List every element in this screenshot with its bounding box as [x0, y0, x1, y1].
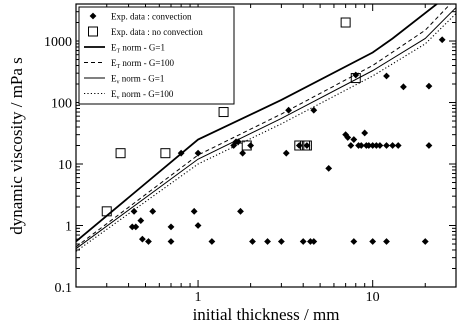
convection-point	[421, 238, 429, 245]
legend-item: Ev norm - G=1	[84, 74, 164, 86]
convection-point	[239, 149, 247, 157]
convection-point	[208, 238, 216, 245]
convection-point	[130, 207, 138, 215]
convection-point	[369, 142, 377, 149]
no-convection-point	[241, 140, 252, 151]
legend: Exp. data : convection Exp. data : no con…	[78, 6, 235, 105]
convection-point	[310, 238, 318, 245]
no-convection-point	[101, 206, 112, 217]
no-convection-point	[350, 73, 361, 84]
no-convection-point	[340, 17, 351, 28]
legend-item: ET norm - G=100	[84, 58, 174, 70]
legend-item: ET norm - G=1	[84, 43, 165, 55]
tick-labels-layer: 1 10 0.1 1 10 100 1000	[44, 35, 380, 305]
no-convection-point	[294, 140, 305, 151]
legend-label: Ev norm - G=1	[111, 74, 164, 86]
convection-point	[425, 82, 433, 90]
convection-point	[361, 129, 369, 137]
convection-point	[357, 142, 365, 149]
legend-item: Exp. data : no convection	[88, 26, 203, 37]
y-tick-label: 100	[51, 97, 72, 112]
convection-point	[167, 223, 175, 231]
convection-point	[145, 238, 152, 245]
convection-point	[352, 71, 360, 79]
convection-point	[132, 223, 140, 231]
y-tick-label: 0.1	[55, 281, 73, 296]
x-tick-label: 10	[366, 290, 380, 305]
legend-square-icon	[88, 26, 98, 37]
y-tick-label: 1	[65, 220, 72, 235]
convection-point	[149, 207, 157, 215]
legend-label: ET norm - G=1	[111, 43, 165, 55]
convection-point	[383, 238, 390, 245]
convection-point	[344, 134, 352, 141]
convection-point	[325, 164, 333, 172]
convection-point	[383, 142, 390, 149]
points-layer	[101, 17, 446, 245]
x-axis-title: initial thickness / mm	[193, 305, 340, 324]
no-convection-point	[160, 148, 171, 159]
convection-point	[190, 207, 198, 215]
convection-point	[310, 106, 318, 114]
convection-point	[365, 142, 373, 149]
no-convection-point	[301, 140, 312, 151]
convection-point	[277, 238, 285, 245]
convection-point	[376, 142, 384, 149]
convection-point	[138, 235, 146, 243]
convection-point	[350, 238, 358, 245]
legend-item: Ev norm - G=100	[84, 89, 174, 101]
convection-point	[295, 142, 303, 149]
no-convection-point	[218, 107, 229, 118]
convection-point	[394, 142, 402, 149]
convection-point	[264, 238, 271, 245]
legend-box	[78, 6, 235, 105]
convection-point	[389, 142, 396, 149]
y-tick-label: 1000	[44, 35, 72, 50]
convection-point	[369, 238, 377, 245]
convection-point	[350, 136, 358, 143]
legend-label: ET norm - G=100	[111, 58, 174, 70]
no-convection-point	[115, 148, 126, 159]
convection-point	[372, 142, 380, 149]
convection-point	[342, 131, 350, 139]
convection-point	[194, 222, 202, 229]
convection-point	[237, 207, 244, 215]
legend-label: Ev norm - G=100	[111, 89, 174, 101]
convection-point	[282, 149, 290, 157]
convection-point	[234, 138, 242, 146]
y-axis-title: dynamic viscosity / mPa s	[7, 57, 26, 235]
convection-point	[400, 83, 407, 91]
convection-point	[438, 36, 446, 44]
convection-point	[247, 142, 255, 149]
legend-label: Exp. data : convection	[111, 12, 192, 22]
series-line-2	[76, 4, 439, 243]
convection-point	[177, 149, 185, 157]
convection-point	[285, 106, 293, 114]
convection-point	[425, 142, 433, 149]
legend-label: Exp. data : no convection	[111, 27, 203, 37]
convection-point	[299, 238, 307, 245]
legend-diamond-icon	[89, 12, 97, 20]
x-tick-label: 1	[195, 290, 202, 305]
series-line-4	[76, 7, 456, 250]
convection-point	[194, 149, 202, 157]
curves-layer	[76, 4, 456, 252]
convection-point	[303, 142, 311, 149]
ticks-layer	[75, 3, 457, 288]
convection-point	[137, 217, 145, 225]
series-line-3	[76, 4, 451, 248]
convection-point	[249, 238, 256, 245]
legend-item: Exp. data : convection	[89, 12, 192, 22]
convection-point	[347, 142, 355, 149]
convection-point	[167, 238, 175, 245]
convection-point	[383, 72, 390, 80]
convection-point	[128, 223, 136, 231]
y-tick-label: 10	[58, 158, 72, 173]
